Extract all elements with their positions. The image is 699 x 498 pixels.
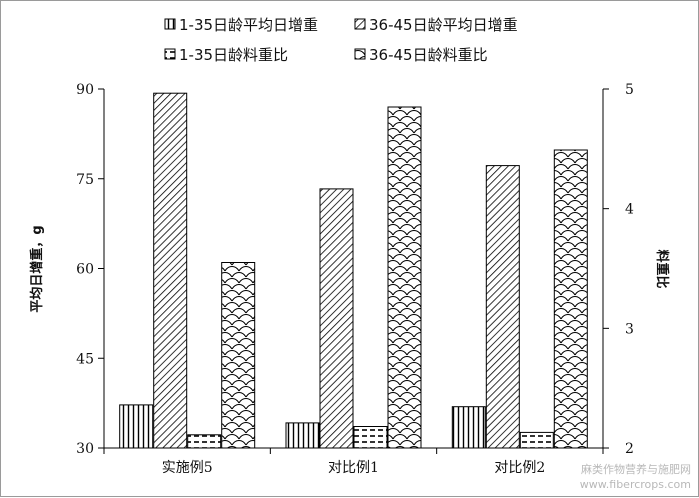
bar-1-3 bbox=[187, 434, 222, 449]
legend-label-3: 1-35日龄料重比 bbox=[179, 46, 288, 64]
bar-3-1 bbox=[451, 406, 486, 449]
y-right-tick-label: 5 bbox=[625, 82, 634, 98]
bar-3-4 bbox=[553, 149, 588, 449]
bar-1-4 bbox=[221, 262, 256, 449]
y-right-tick-label: 2 bbox=[625, 441, 634, 457]
x-tick-label: 实施例5 bbox=[162, 460, 213, 476]
y-left-tick-label: 75 bbox=[76, 172, 94, 188]
y-left-tick-label: 30 bbox=[76, 441, 94, 457]
watermark-line1: 麻类作物营养与施肥网 bbox=[581, 462, 691, 476]
legend-swatch-3 bbox=[164, 48, 176, 60]
y-right-tick-label: 4 bbox=[625, 202, 634, 218]
y-right-axis-title: 料重比 bbox=[654, 249, 670, 288]
y-right-tick-label: 3 bbox=[625, 321, 634, 337]
x-tick-label: 对比例1 bbox=[328, 460, 379, 476]
bar-1-1 bbox=[119, 404, 154, 449]
legend-label-2: 36-45日龄平均日增重 bbox=[369, 16, 518, 34]
bar-2-4 bbox=[387, 106, 422, 449]
bar-2-2 bbox=[319, 188, 354, 449]
watermark-line2: www.fibercrops.com bbox=[580, 478, 691, 491]
legend-label-1: 1-35日龄平均日增重 bbox=[179, 16, 318, 34]
bar-1-2 bbox=[153, 92, 188, 449]
y-left-tick-label: 60 bbox=[76, 262, 94, 278]
bar-3-2 bbox=[485, 165, 520, 449]
bar-3-3 bbox=[519, 431, 554, 449]
legend: 1-35日龄平均日增重 36-45日龄平均日增重 1-35日龄料重比 36-45日龄料… bbox=[164, 16, 691, 491]
y-left-tick-label: 45 bbox=[76, 351, 94, 367]
legend-swatch-4 bbox=[354, 48, 366, 60]
y-left-tick-label: 90 bbox=[76, 82, 94, 98]
x-tick-label: 对比例2 bbox=[494, 460, 545, 476]
bar-2-1 bbox=[285, 422, 320, 449]
legend-swatch-2 bbox=[354, 18, 366, 30]
y-left-axis-title: 平均日增重，g bbox=[29, 225, 45, 312]
legend-swatch-1 bbox=[164, 18, 176, 30]
bar-2-3 bbox=[353, 426, 388, 449]
legend-label-4: 36-45日龄料重比 bbox=[369, 46, 488, 64]
